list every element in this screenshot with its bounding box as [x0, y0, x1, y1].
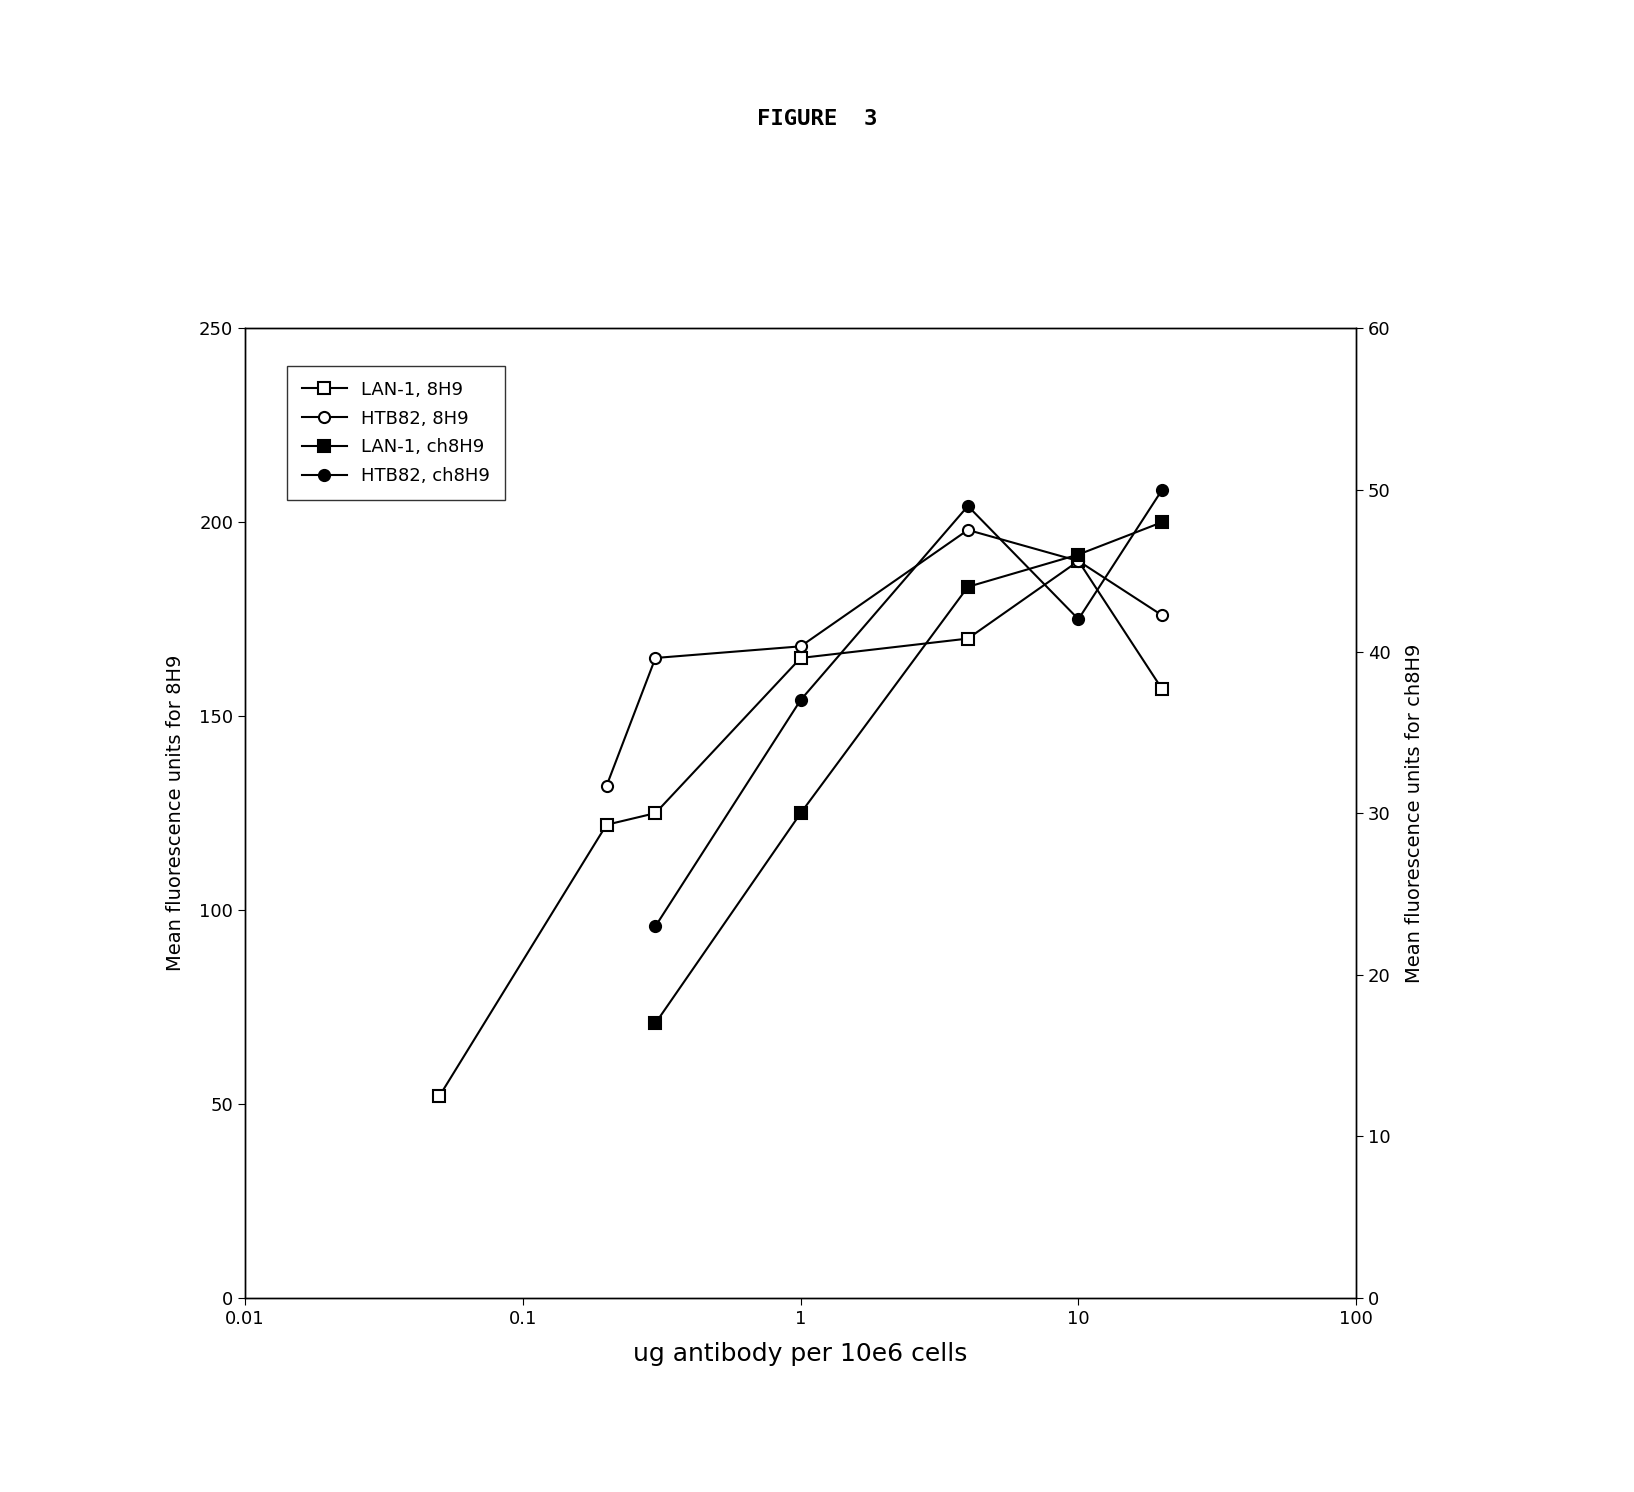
- Y-axis label: Mean fluorescence units for 8H9: Mean fluorescence units for 8H9: [167, 655, 185, 971]
- Text: FIGURE  3: FIGURE 3: [757, 109, 877, 130]
- Y-axis label: Mean fluorescence units for ch8H9: Mean fluorescence units for ch8H9: [1405, 643, 1423, 983]
- Legend: LAN-1, 8H9, HTB82, 8H9, LAN-1, ch8H9, HTB82, ch8H9: LAN-1, 8H9, HTB82, 8H9, LAN-1, ch8H9, HT…: [288, 367, 505, 500]
- X-axis label: ug antibody per 10e6 cells: ug antibody per 10e6 cells: [634, 1341, 967, 1365]
